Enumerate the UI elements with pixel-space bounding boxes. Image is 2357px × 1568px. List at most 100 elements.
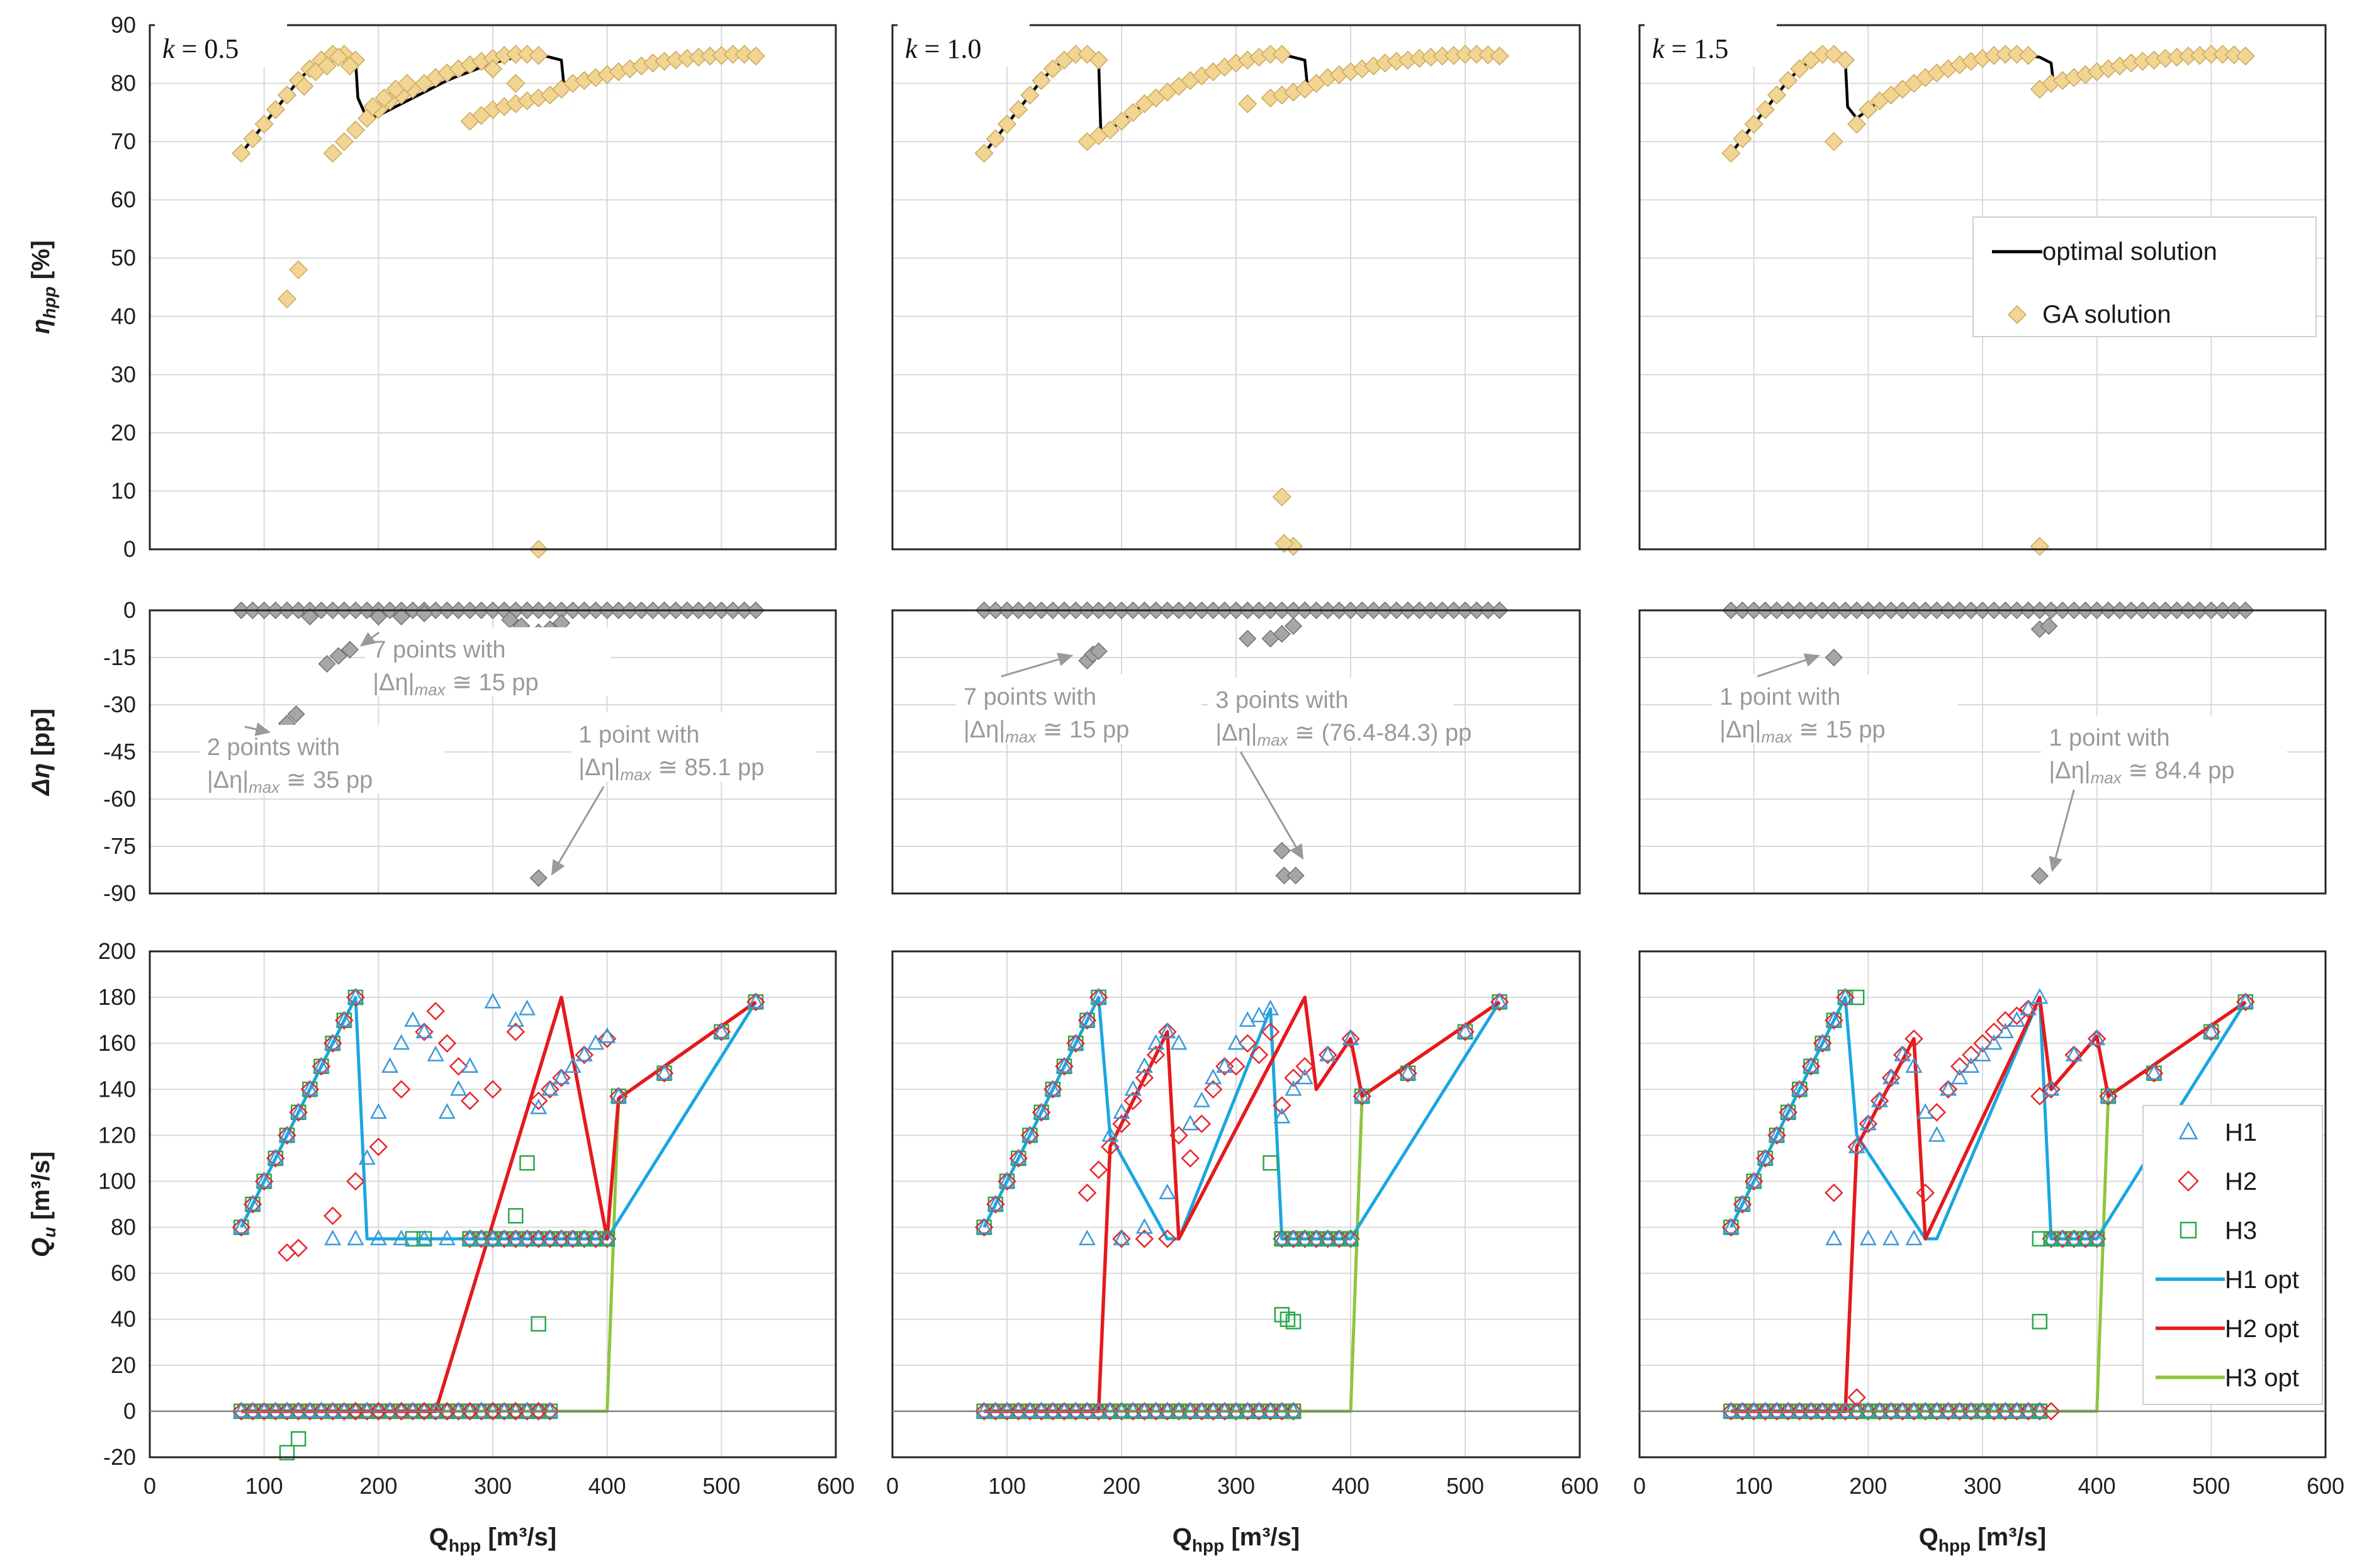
- h3-point: [1342, 1231, 1359, 1247]
- h1-point: [530, 1098, 548, 1114]
- h1-point: [1951, 1068, 1969, 1085]
- h1-point: [541, 1080, 559, 1096]
- h1-point: [461, 1229, 479, 1246]
- h2-point: [1123, 1091, 1142, 1111]
- h1-point: [1113, 1229, 1130, 1246]
- ga-solution-point: [1272, 487, 1291, 507]
- h2-point: [1916, 1183, 1935, 1202]
- h1-point: [1802, 1057, 1820, 1073]
- h2-point: [1836, 988, 1855, 1007]
- x-tick-label: 0: [143, 1473, 156, 1499]
- h1-point: [1342, 1229, 1359, 1246]
- panel-frame: [891, 24, 1581, 551]
- h2-point: [460, 1091, 480, 1111]
- y-tick-label: 160: [98, 1030, 136, 1056]
- delta-eta-point: [1089, 642, 1108, 661]
- h1-point: [987, 1195, 1004, 1211]
- h2-point: [1927, 1103, 1947, 1122]
- ga-solution-point: [243, 129, 262, 148]
- h1-point: [1021, 1126, 1038, 1142]
- x-tick-label: 400: [588, 1473, 626, 1499]
- h2-point: [1847, 1137, 1866, 1156]
- ga-solution-point: [363, 97, 383, 116]
- ga-solution-point: [1779, 70, 1798, 90]
- h2-point: [2087, 1029, 2107, 1048]
- ga-solution-point: [997, 115, 1017, 134]
- annotation-arrow: [554, 786, 605, 869]
- h2-point: [2064, 1045, 2084, 1065]
- h2-point: [1192, 1114, 1212, 1133]
- h2-point: [655, 1063, 674, 1083]
- h1-point: [1985, 1034, 2003, 1050]
- h1-point: [1135, 1057, 1153, 1073]
- data-layer: [232, 45, 2255, 1460]
- h1-point: [1101, 1126, 1119, 1142]
- h1-point: [244, 1195, 262, 1211]
- h1-point: [1894, 1045, 1911, 1061]
- x-tick-label: 300: [1217, 1473, 1255, 1499]
- h2-point: [1984, 1022, 2003, 1041]
- delta-eta-point: [318, 654, 336, 673]
- h1-point: [507, 1229, 524, 1246]
- h1-point: [2042, 1080, 2060, 1096]
- h1-point: [1273, 1107, 1291, 1124]
- h2-point: [1490, 992, 1509, 1012]
- h1-point: [267, 1149, 284, 1165]
- h2-point: [483, 1402, 502, 1421]
- legend-layer: optimal solution GA solution H1 H2 H3 H1 opt H…: [1972, 216, 2323, 1405]
- h2-point: [1203, 1080, 1223, 1099]
- h2-point: [1341, 1229, 1360, 1248]
- h1-point: [1745, 1172, 1763, 1188]
- h2-point: [2099, 1087, 2118, 1106]
- h2-point: [575, 1045, 594, 1065]
- h2-point: [1767, 1126, 1786, 1145]
- h1-point: [1791, 1080, 1808, 1096]
- x-tick-label: 100: [988, 1473, 1026, 1499]
- h3-point: [519, 1155, 535, 1171]
- ga-solution-point: [734, 45, 754, 64]
- h2-point: [1261, 1022, 1280, 1041]
- h2-point: [597, 1029, 617, 1048]
- h1-point: [1296, 1068, 1314, 1085]
- h1-point: [2237, 992, 2254, 1009]
- h2-point: [1881, 1068, 1901, 1087]
- legend-swatch-h2: [2178, 1170, 2199, 1192]
- legend-swatch-h1: [2178, 1121, 2198, 1140]
- text-layer: 0 10 20 30 40 50 60 70 80 90 -90 -75 -60 -45 -30 -15 0 -2…: [27, 12, 2344, 1555]
- h1-point: [507, 1011, 524, 1027]
- h2-point: [712, 1022, 731, 1041]
- delta-eta-point: [2030, 866, 2049, 885]
- h1-point: [1825, 1011, 1843, 1027]
- annotation-arrow: [1239, 751, 1300, 853]
- h1-point: [1181, 1114, 1199, 1131]
- x-tick-label: 600: [817, 1473, 855, 1499]
- y-tick-label: 80: [111, 1214, 136, 1240]
- annotation-arrowhead: [254, 722, 271, 736]
- annotation-bg: [571, 712, 817, 781]
- h1-point: [1974, 1045, 1991, 1061]
- h2-point: [1066, 1034, 1085, 1053]
- h2-point: [437, 1402, 457, 1421]
- delta-eta-point: [1284, 617, 1303, 636]
- h2-point: [391, 1402, 411, 1421]
- h1-point: [1010, 1149, 1027, 1165]
- h1-point: [1205, 1068, 1222, 1085]
- h2-point: [1089, 988, 1108, 1007]
- h1-point: [1147, 1034, 1165, 1050]
- h1-point: [1859, 1114, 1877, 1131]
- k-label-bg: [897, 23, 1030, 67]
- h2-point: [1756, 1149, 1775, 1168]
- h2-point: [1825, 1183, 1843, 1202]
- h1-point: [1159, 1022, 1176, 1039]
- h1-point: [1216, 1057, 1234, 1073]
- legend-box-bottom: [2142, 1105, 2323, 1405]
- h1-point: [393, 1034, 410, 1050]
- y-tick-label: 90: [111, 12, 136, 38]
- x-tick-label: 600: [2307, 1473, 2344, 1499]
- h1-point: [1779, 1103, 1797, 1119]
- ga-solution-point: [483, 59, 503, 79]
- h2-point: [2236, 992, 2255, 1012]
- h1-point: [335, 1011, 353, 1027]
- annotation-line2: |Δη|max ≅ 15 pp: [1719, 717, 1885, 746]
- annotation-line1: 1 point with: [578, 722, 699, 748]
